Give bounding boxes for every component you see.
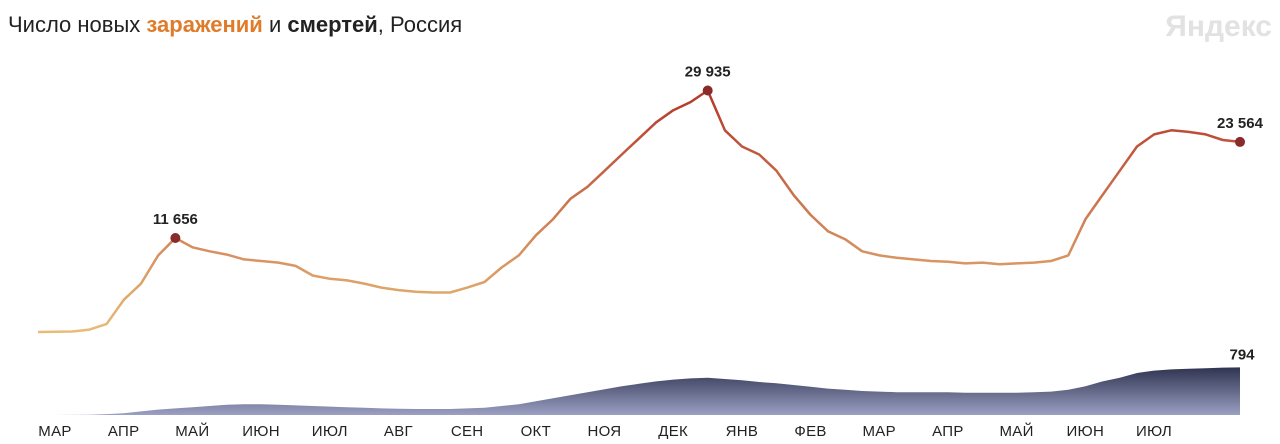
x-tick-label: ИЮН — [1066, 423, 1104, 440]
x-tick-label: ЯНВ — [726, 423, 759, 440]
x-tick-label: АПР — [108, 423, 140, 440]
deaths-area — [38, 367, 1240, 415]
title-part: смертей — [287, 12, 377, 37]
title-part: , Россия — [378, 12, 462, 37]
x-tick-label: МАР — [863, 423, 896, 440]
peak-dot — [170, 232, 181, 243]
title-part: и — [263, 12, 288, 37]
data-label: 29 935 — [685, 63, 731, 80]
peak-dot — [1235, 136, 1245, 147]
data-label: 794 — [1229, 346, 1255, 363]
x-tick-label: СЕН — [451, 423, 484, 440]
x-tick-label: ИЮН — [242, 423, 280, 440]
data-label: 11 656 — [153, 211, 198, 228]
x-tick-label: ИЮЛ — [1136, 423, 1172, 440]
x-tick-label: МАР — [38, 423, 71, 440]
chart-title: Число новых заражений и смертей, Россия — [8, 12, 462, 37]
data-label: 23 564 — [1217, 115, 1264, 132]
x-tick-label: ДЕК — [658, 423, 688, 440]
x-tick-label: АПР — [932, 423, 964, 440]
title-part: Число новых — [8, 12, 146, 37]
title-part: заражений — [146, 12, 262, 37]
x-tick-label: ФЕВ — [794, 423, 826, 440]
x-tick-label: НОЯ — [588, 423, 622, 440]
x-tick-label: ОКТ — [521, 423, 551, 440]
x-tick-label: АВГ — [384, 423, 413, 440]
peak-dot — [702, 85, 713, 96]
logo: Яндекс — [1165, 10, 1272, 43]
x-tick-label: МАЙ — [175, 422, 209, 440]
x-tick-label: МАЙ — [1000, 422, 1034, 440]
x-tick-label: ИЮЛ — [312, 423, 348, 440]
infections-line — [37, 89, 1241, 334]
